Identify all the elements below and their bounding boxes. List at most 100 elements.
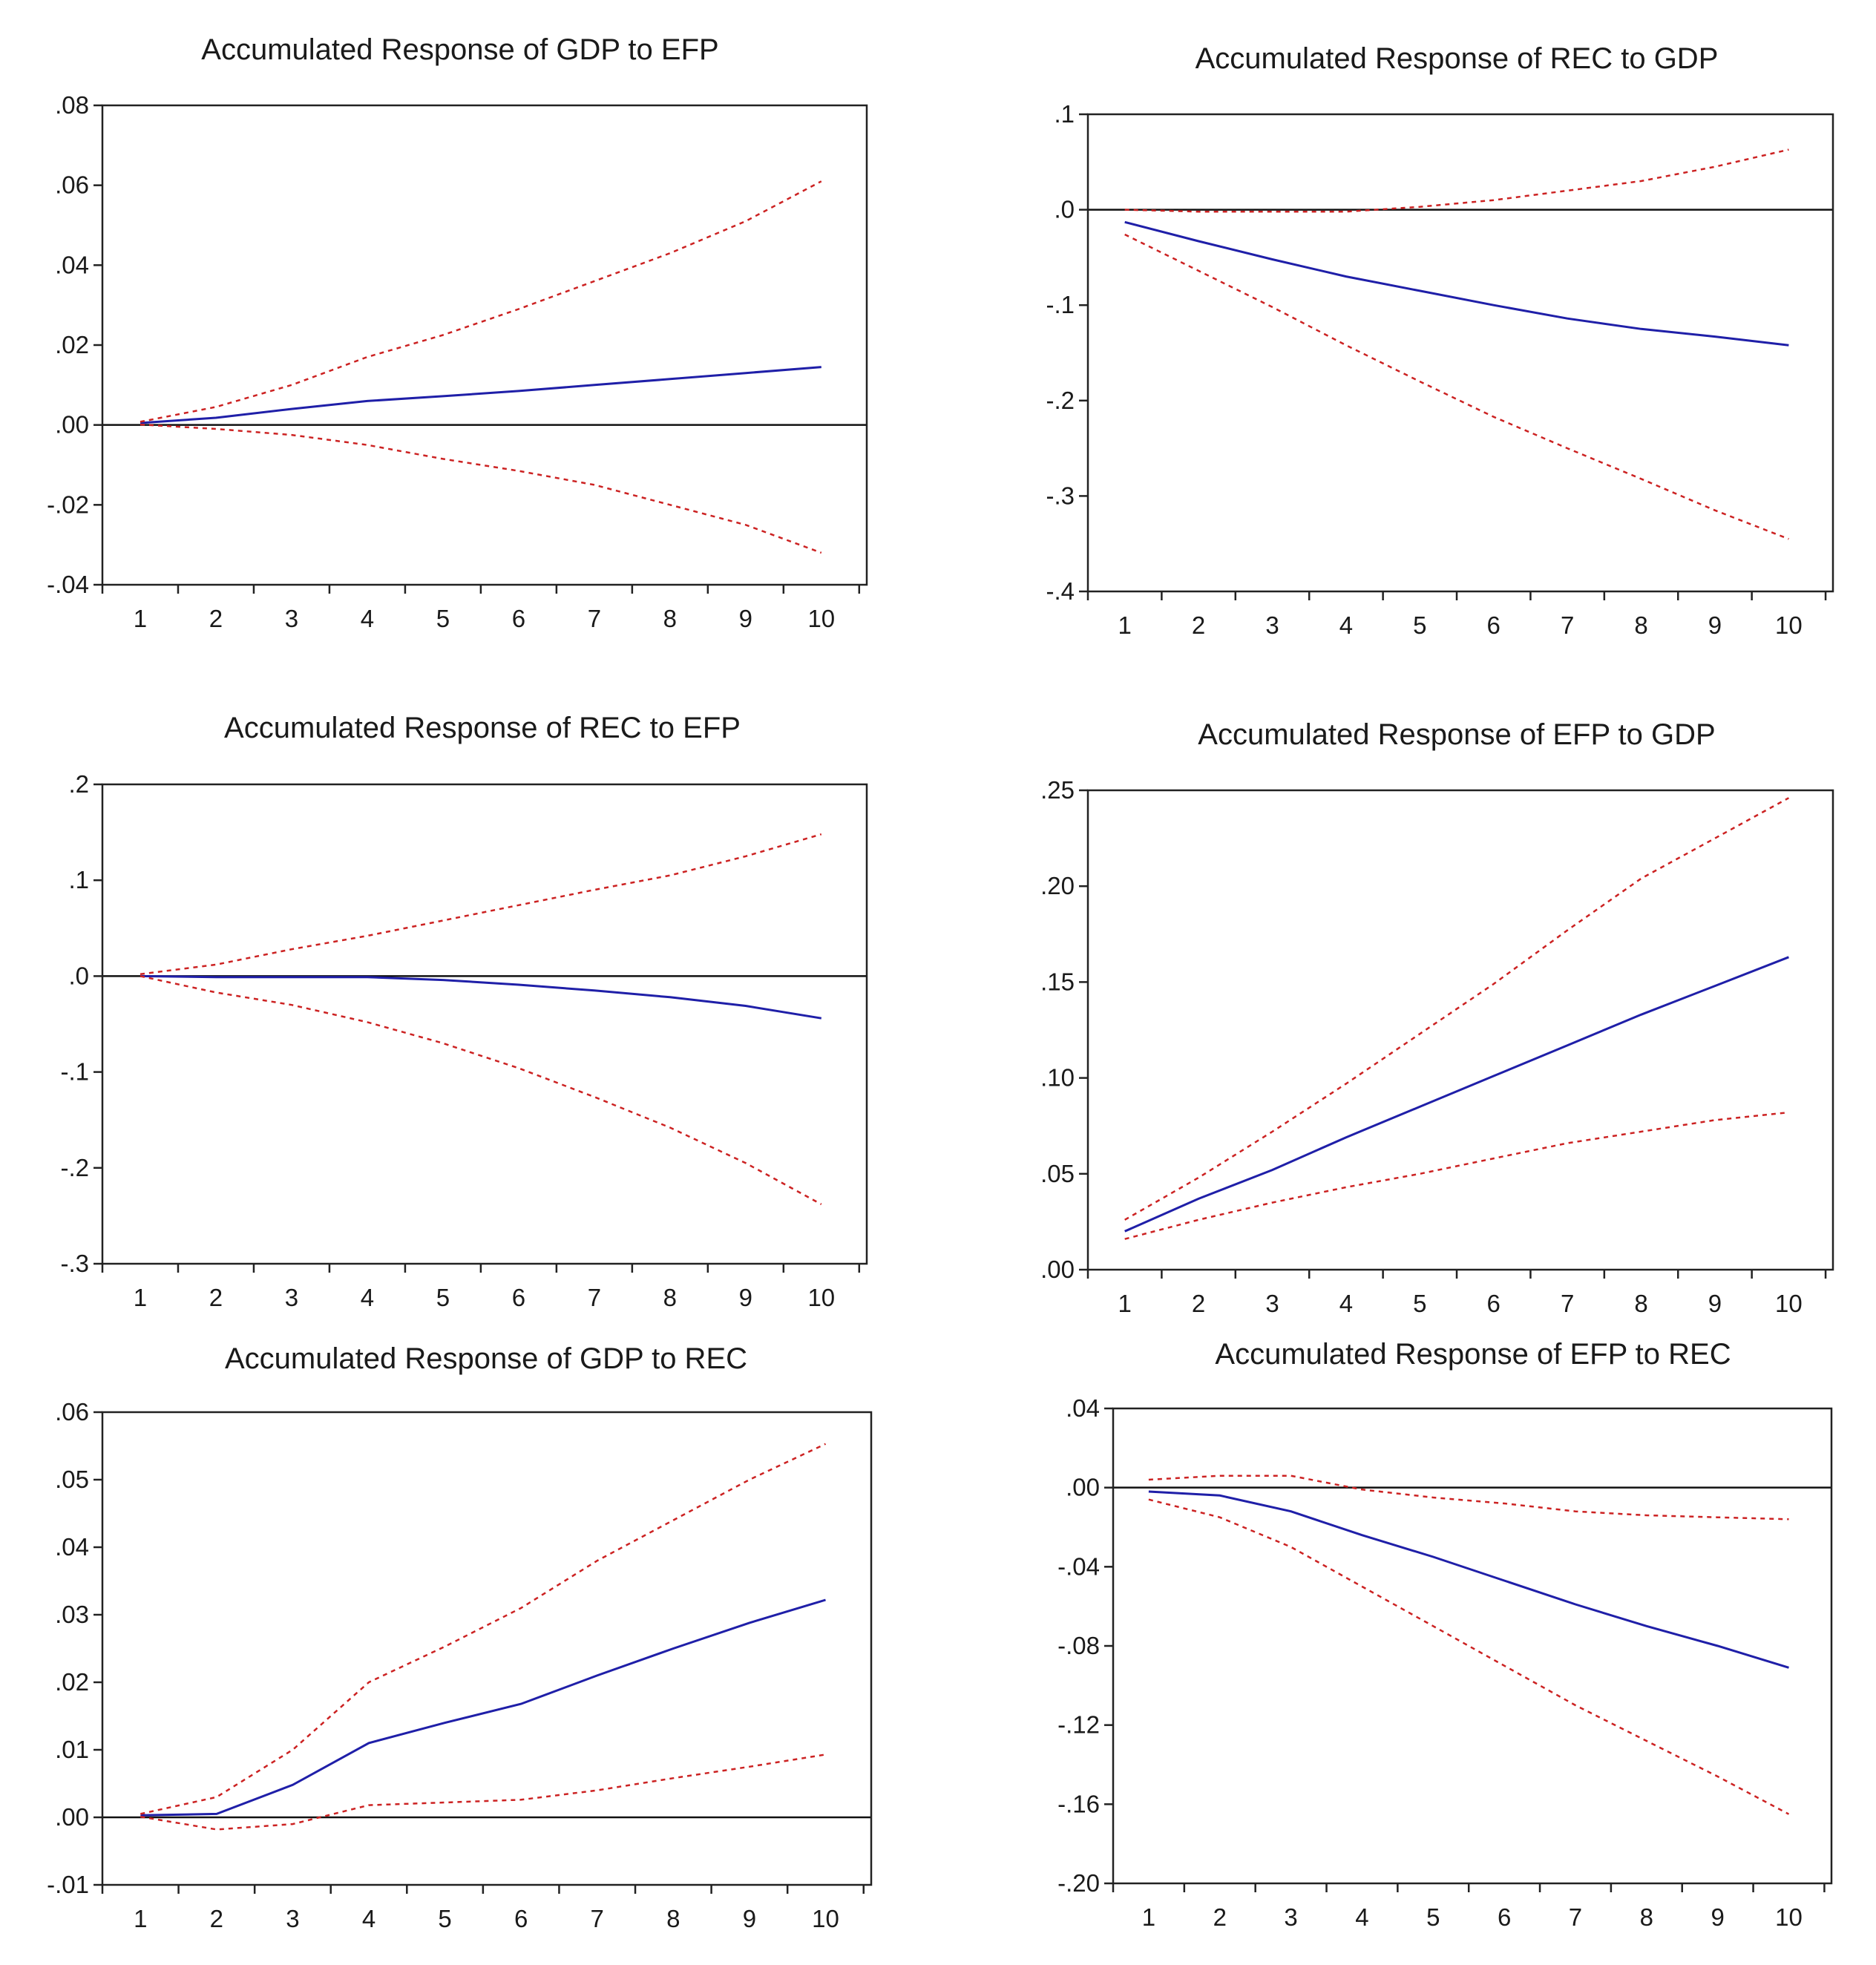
x-tick-label: 4 (1339, 1290, 1353, 1317)
y-tick-label: .00 (55, 1803, 89, 1831)
y-tick-label: .00 (55, 411, 89, 439)
x-tick-label: 3 (285, 1284, 298, 1311)
y-tick-label: -.16 (1057, 1790, 1100, 1817)
panel-title: Accumulated Response of GDP to REC (225, 1342, 747, 1375)
x-tick-label: 5 (1413, 611, 1426, 639)
y-tick-label: -.3 (60, 1250, 89, 1277)
x-tick-label: 6 (512, 605, 525, 632)
irf-panel-1: Accumulated Response of GDP to EFP .08 .06… (47, 33, 868, 632)
x-tick-label: 10 (1775, 1903, 1803, 1931)
y-tick-label: -.02 (47, 491, 89, 518)
x-tick-label: 6 (514, 1905, 528, 1932)
x-tick-label: 9 (1708, 611, 1722, 639)
x-tick-label: 3 (1265, 611, 1279, 639)
y-tick-label: .04 (55, 1533, 89, 1561)
y-tick-label: .04 (55, 251, 89, 278)
x-tick-label: 8 (1634, 1290, 1647, 1317)
panel-title: Accumulated Response of GDP to EFP (201, 33, 718, 66)
x-tick-label: 6 (1487, 1290, 1501, 1317)
y-tick-label: -.3 (1046, 482, 1075, 509)
x-tick-label: 10 (807, 1284, 835, 1311)
x-tick-label: 7 (1569, 1903, 1582, 1931)
x-tick-label: 7 (1561, 611, 1574, 639)
x-tick-label: 2 (1213, 1903, 1227, 1931)
y-tick-label: -.1 (60, 1058, 89, 1086)
x-tick-label: 2 (209, 1284, 223, 1311)
upper-band-line (140, 833, 822, 976)
irf-panel-4: Accumulated Response of EFP to GDP .25 .20… (1040, 718, 1834, 1317)
x-tick-label: 4 (362, 1905, 375, 1932)
x-tick-label: 5 (436, 605, 450, 632)
response-line (140, 1598, 826, 1817)
y-tick-label: .0 (68, 962, 89, 989)
plot-frame (1086, 113, 1834, 593)
x-tick-label: 5 (1426, 1903, 1440, 1931)
x-tick-label: 9 (743, 1905, 756, 1932)
y-tick-label: .1 (1054, 100, 1075, 128)
x-tick-label: 1 (134, 605, 147, 632)
x-tick-label: 3 (1265, 1290, 1279, 1317)
x-tick-label: 4 (1339, 611, 1353, 639)
y-tick-label: .0 (1054, 196, 1075, 223)
x-tick-label: 9 (1711, 1903, 1724, 1931)
y-tick-label: .06 (55, 1398, 89, 1426)
x-tick-label: 8 (1634, 611, 1647, 639)
y-tick-label: -.12 (1057, 1711, 1100, 1739)
plot-frame (101, 783, 868, 1265)
y-tick-label: -.2 (60, 1154, 89, 1181)
x-tick-label: 2 (210, 1905, 223, 1932)
y-tick-label: .04 (1066, 1394, 1100, 1422)
x-tick-label: 10 (807, 605, 835, 632)
y-tick-label: -.1 (1046, 291, 1075, 318)
x-tick-label: 9 (739, 605, 752, 632)
x-tick-label: 3 (286, 1905, 299, 1932)
y-tick-label: -.20 (1057, 1869, 1100, 1897)
lower-band-line (140, 423, 822, 554)
x-tick-label: 4 (361, 605, 374, 632)
irf-panel-3: Accumulated Response of REC to EFP .2 .1 .0… (60, 712, 868, 1311)
y-tick-label: .10 (1040, 1064, 1075, 1092)
x-tick-label: 4 (1355, 1903, 1368, 1931)
y-tick-label: .00 (1040, 1256, 1075, 1283)
x-tick-label: 3 (285, 605, 298, 632)
x-tick-label: 8 (666, 1905, 680, 1932)
y-tick-label: .1 (68, 866, 89, 893)
x-tick-label: 3 (1284, 1903, 1297, 1931)
x-tick-label: 2 (209, 605, 223, 632)
y-tick-label: .2 (68, 770, 89, 798)
response-line (140, 366, 821, 424)
x-tick-label: 1 (1118, 1290, 1132, 1317)
y-tick-label: -.04 (1057, 1552, 1100, 1580)
y-tick-label: .15 (1040, 968, 1075, 995)
y-tick-label: .08 (55, 91, 89, 119)
upper-band-line (140, 1443, 827, 1815)
y-tick-label: .25 (1040, 776, 1075, 804)
x-tick-label: 8 (663, 605, 677, 632)
y-tick-label: .02 (55, 331, 89, 358)
x-tick-label: 8 (1640, 1903, 1653, 1931)
x-tick-label: 5 (438, 1905, 451, 1932)
upper-band-line (1148, 1474, 1789, 1521)
x-tick-label: 7 (588, 1284, 601, 1311)
lower-band-line (1124, 233, 1789, 540)
y-tick-label: -.08 (1057, 1632, 1100, 1659)
plot-frame (101, 104, 868, 586)
y-tick-label: .02 (55, 1668, 89, 1696)
response-line (1124, 956, 1789, 1233)
x-tick-label: 1 (134, 1284, 147, 1311)
lower-band-line (1148, 1498, 1790, 1815)
x-tick-label: 6 (1487, 611, 1501, 639)
lower-band-line (140, 975, 822, 1205)
irf-panel-2: Accumulated Response of REC to GDP .1 .0 -.… (1046, 42, 1834, 639)
x-tick-label: 9 (1708, 1290, 1722, 1317)
upper-band-line (1124, 148, 1789, 213)
x-tick-label: 1 (1118, 611, 1132, 639)
x-tick-label: 7 (591, 1905, 604, 1932)
panel-title: Accumulated Response of REC to EFP (224, 712, 741, 744)
y-tick-label: -.01 (47, 1871, 89, 1898)
x-tick-label: 9 (739, 1284, 752, 1311)
plot-frame (1086, 789, 1834, 1271)
y-tick-label: .06 (55, 171, 89, 199)
y-tick-label: .05 (1040, 1160, 1075, 1187)
